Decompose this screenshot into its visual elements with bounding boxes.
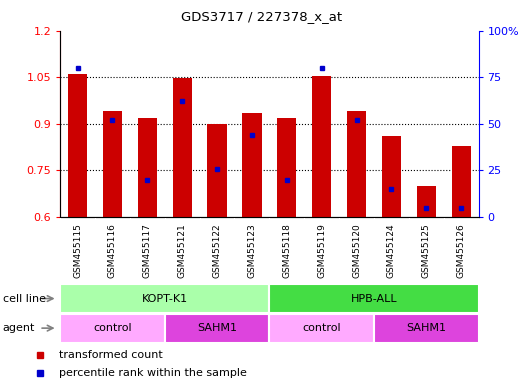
- Bar: [277, 118, 297, 217]
- Text: GDS3717 / 227378_x_at: GDS3717 / 227378_x_at: [181, 10, 342, 23]
- Text: GSM455118: GSM455118: [282, 223, 291, 278]
- Bar: [374, 314, 479, 343]
- Bar: [242, 113, 262, 217]
- Text: GSM455125: GSM455125: [422, 223, 431, 278]
- Text: control: control: [93, 323, 132, 333]
- Text: GSM455124: GSM455124: [387, 223, 396, 278]
- Text: GSM455123: GSM455123: [247, 223, 256, 278]
- Bar: [269, 284, 479, 313]
- Bar: [312, 76, 331, 217]
- Text: KOPT-K1: KOPT-K1: [142, 293, 188, 304]
- Text: GSM455116: GSM455116: [108, 223, 117, 278]
- Text: GSM455121: GSM455121: [178, 223, 187, 278]
- Text: transformed count: transformed count: [59, 350, 163, 360]
- Bar: [208, 124, 226, 217]
- Bar: [382, 136, 401, 217]
- Bar: [417, 186, 436, 217]
- Bar: [138, 118, 157, 217]
- Bar: [68, 74, 87, 217]
- Text: agent: agent: [3, 323, 35, 333]
- Text: GSM455122: GSM455122: [212, 223, 222, 278]
- Text: GSM455120: GSM455120: [352, 223, 361, 278]
- Text: cell line: cell line: [3, 293, 46, 304]
- Bar: [60, 284, 269, 313]
- Text: SAHM1: SAHM1: [406, 323, 446, 333]
- Text: GSM455126: GSM455126: [457, 223, 465, 278]
- Bar: [347, 111, 366, 217]
- Bar: [269, 314, 374, 343]
- Bar: [165, 314, 269, 343]
- Bar: [451, 146, 471, 217]
- Text: GSM455119: GSM455119: [317, 223, 326, 278]
- Text: percentile rank within the sample: percentile rank within the sample: [59, 367, 247, 377]
- Text: SAHM1: SAHM1: [197, 323, 237, 333]
- Bar: [60, 314, 165, 343]
- Text: GSM455117: GSM455117: [143, 223, 152, 278]
- Text: HPB-ALL: HPB-ALL: [350, 293, 397, 304]
- Text: GSM455115: GSM455115: [73, 223, 82, 278]
- Text: control: control: [302, 323, 341, 333]
- Bar: [103, 111, 122, 217]
- Bar: [173, 78, 192, 217]
